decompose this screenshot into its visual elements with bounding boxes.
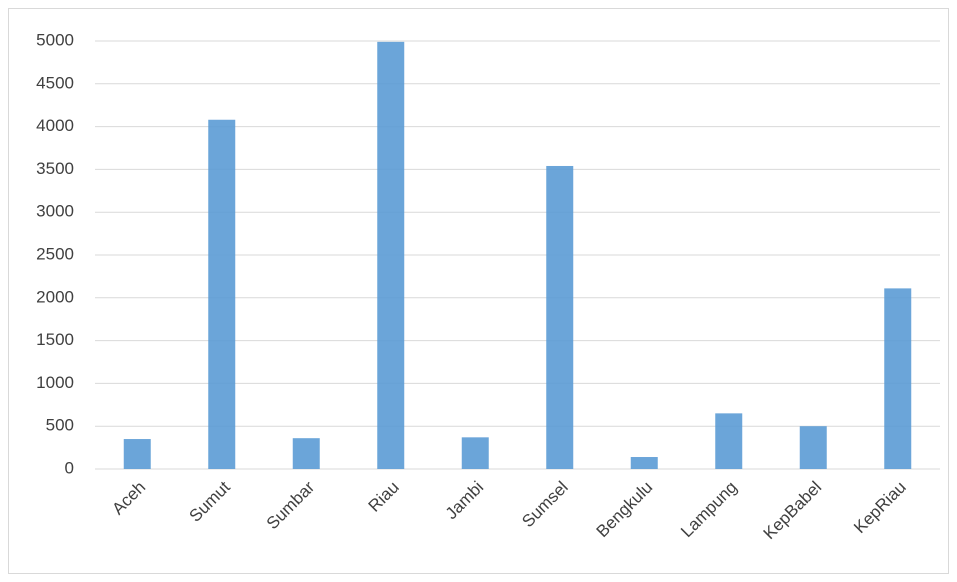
y-tick-label: 1500 xyxy=(36,330,74,349)
y-tick-label: 5000 xyxy=(36,30,74,49)
bar xyxy=(630,457,658,469)
y-tick-label: 4000 xyxy=(36,116,74,135)
bar xyxy=(292,438,320,469)
bar xyxy=(799,426,827,469)
y-tick-label: 3000 xyxy=(36,202,74,221)
bar xyxy=(546,165,574,469)
bar xyxy=(461,437,489,469)
y-tick-label: 500 xyxy=(46,416,74,435)
bar xyxy=(884,288,912,469)
y-tick-label: 1000 xyxy=(36,373,74,392)
bar xyxy=(123,439,151,469)
bar xyxy=(208,119,236,469)
bar xyxy=(715,413,743,469)
y-tick-label: 2000 xyxy=(36,287,74,306)
y-tick-label: 3500 xyxy=(36,159,74,178)
y-tick-label: 2500 xyxy=(36,244,74,263)
bar xyxy=(377,41,405,470)
y-tick-label: 0 xyxy=(65,458,74,477)
y-tick-label: 4500 xyxy=(36,73,74,92)
chart-frame xyxy=(8,8,949,574)
